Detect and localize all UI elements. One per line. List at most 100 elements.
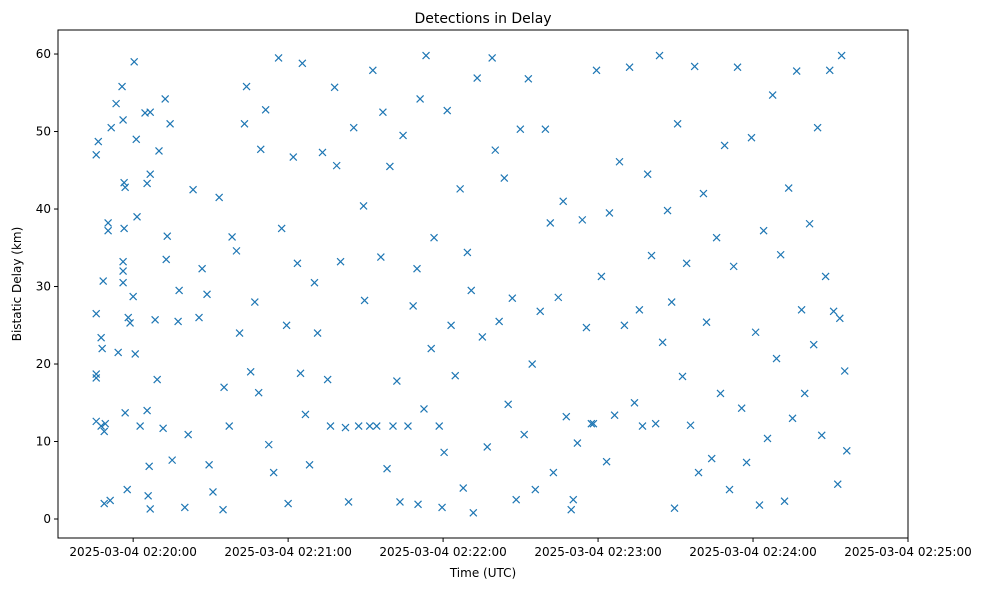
x-tick-label: 2025-03-04 02:21:00 (224, 545, 351, 559)
data-point (126, 319, 134, 327)
data-point (359, 201, 368, 210)
data-point (658, 338, 667, 347)
data-point (643, 170, 652, 179)
data-point (567, 505, 576, 514)
scatter-points (92, 51, 851, 517)
data-point (256, 145, 265, 154)
data-point (829, 307, 838, 316)
data-point (293, 259, 302, 268)
data-point (707, 454, 716, 463)
data-point (146, 108, 155, 117)
data-point (242, 82, 251, 91)
data-point (716, 389, 725, 398)
data-point (508, 294, 517, 303)
data-point (733, 63, 742, 72)
data-point (376, 253, 385, 261)
data-point (663, 206, 672, 215)
data-point (751, 328, 760, 337)
data-point (143, 406, 152, 415)
data-point (261, 105, 270, 114)
data-point (504, 400, 513, 409)
data-point (578, 215, 587, 224)
data-point (305, 460, 314, 469)
y-tick-label: 60 (36, 47, 51, 61)
data-point (413, 264, 421, 273)
data-point (360, 296, 369, 305)
data-point (813, 123, 822, 132)
data-point (630, 398, 639, 407)
data-point (195, 313, 203, 322)
data-point (559, 197, 568, 206)
data-point (459, 484, 468, 492)
data-point (264, 440, 273, 449)
data-point (282, 321, 291, 330)
data-point (100, 427, 109, 436)
data-point (597, 272, 606, 281)
data-point (420, 405, 428, 413)
data-point (702, 318, 711, 327)
data-point (784, 184, 793, 193)
data-point (531, 485, 540, 494)
data-point (772, 354, 781, 363)
y-axis: 0 10 20 30 40 50 60 (36, 47, 58, 526)
data-point (817, 431, 826, 440)
data-point (189, 185, 198, 194)
data-point (318, 148, 327, 157)
data-point (690, 62, 699, 71)
data-point (422, 51, 430, 60)
data-point (254, 388, 263, 397)
data-point (162, 255, 171, 264)
data-point (97, 333, 106, 342)
data-point (488, 53, 497, 62)
x-axis: 2025-03-04 02:20:00 2025-03-04 02:21:00 20… (69, 538, 972, 559)
y-tick-label: 30 (36, 280, 51, 294)
data-point (383, 464, 391, 473)
data-point (119, 115, 128, 124)
data-point (323, 375, 332, 384)
x-tick-label: 2025-03-04 02:22:00 (379, 545, 506, 559)
data-point (800, 389, 809, 398)
data-point (780, 497, 789, 506)
x-axis-label: Time (UTC) (449, 566, 516, 580)
data-point (175, 286, 184, 295)
data-point (392, 377, 401, 385)
data-point (219, 505, 227, 514)
data-point (92, 150, 101, 159)
data-point (132, 135, 141, 144)
data-point (124, 313, 133, 322)
data-point (330, 83, 339, 92)
data-point (121, 408, 130, 417)
data-point (589, 419, 598, 428)
data-point (763, 434, 772, 443)
data-point (755, 501, 764, 509)
data-point (399, 131, 407, 140)
data-point (151, 315, 160, 324)
data-point (112, 99, 121, 108)
data-point (246, 367, 255, 376)
data-point (430, 233, 438, 242)
y-axis-label: Bistatic Delay (km) (10, 227, 24, 342)
data-point (414, 500, 422, 509)
data-point (615, 157, 624, 166)
data-point (106, 496, 115, 505)
data-point (274, 53, 283, 62)
data-point (143, 179, 152, 188)
data-point (840, 367, 849, 375)
data-point (298, 59, 307, 68)
data-point (114, 348, 123, 357)
plot-frame (57, 29, 909, 539)
data-point (573, 439, 582, 447)
data-point (440, 448, 449, 457)
data-point (341, 423, 350, 432)
x-tick-label: 2025-03-04 02:23:00 (534, 545, 661, 559)
data-point (94, 137, 103, 146)
data-point (107, 123, 116, 132)
data-point (610, 411, 619, 420)
data-point (119, 267, 128, 275)
data-point (447, 321, 456, 330)
data-point (737, 404, 746, 413)
data-point (655, 51, 664, 60)
data-point (587, 419, 596, 428)
data-point (174, 317, 183, 326)
